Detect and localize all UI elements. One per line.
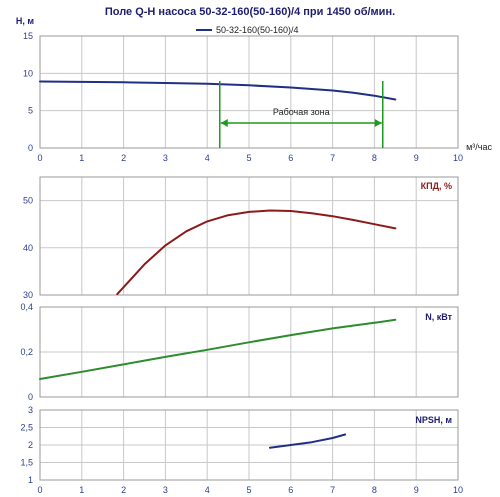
legend-entry-label: 50-32-160(50-160)/4 xyxy=(216,25,299,35)
legend: 50-32-160(50-160)/4 xyxy=(196,25,299,35)
x-tick-label: 5 xyxy=(246,153,251,163)
x-tick-label: 7 xyxy=(330,485,335,495)
x-tick-label: 6 xyxy=(288,153,293,163)
y-tick-label: 15 xyxy=(23,31,33,41)
y-tick-label: 3 xyxy=(28,405,33,415)
y-tick-label: 1,5 xyxy=(20,458,33,468)
x-tick-label: 5 xyxy=(246,485,251,495)
x-tick-label: 1 xyxy=(79,153,84,163)
x-tick-label: 8 xyxy=(372,485,377,495)
series-line-power xyxy=(39,318,397,380)
y-tick-label: 10 xyxy=(23,68,33,78)
x-tick-label: 0 xyxy=(37,153,42,163)
plot-frame xyxy=(39,35,459,149)
y-tick-label: 2 xyxy=(28,440,33,450)
x-tick-label: 8 xyxy=(372,153,377,163)
y-axis-label: NPSH, м xyxy=(415,415,452,425)
panel-power: 0 0,2 0,4 N, кВт xyxy=(20,302,459,402)
x-tick-label: 3 xyxy=(163,485,168,495)
x-tick-label: 4 xyxy=(205,153,210,163)
chart-title: Поле Q-H насоса 50-32-160(50-160)/4 при … xyxy=(105,6,395,18)
y-tick-label: 0,4 xyxy=(20,302,33,312)
x-tick-label: 9 xyxy=(414,485,419,495)
x-tick-label: 2 xyxy=(121,485,126,495)
y-axis-label: N, кВт xyxy=(425,312,452,322)
working-zone: Рабочая зона xyxy=(218,81,384,148)
working-zone-arrowhead-right xyxy=(374,119,382,127)
x-tick-label: 4 xyxy=(205,485,210,495)
x-tick-label: 1 xyxy=(79,485,84,495)
y-tick-label: 1 xyxy=(28,475,33,485)
panel-efficiency: 30 40 50 КПД, % xyxy=(23,176,459,300)
x-tick-label: 10 xyxy=(453,153,463,163)
x-tick-label: 3 xyxy=(163,153,168,163)
plot-frame xyxy=(39,306,459,398)
x-tick-label: 7 xyxy=(330,153,335,163)
x-tick-label: 0 xyxy=(37,485,42,495)
plot-frame xyxy=(39,409,459,481)
x-axis-unit-label: м³/час xyxy=(466,142,492,152)
x-tick-label: 9 xyxy=(414,153,419,163)
x-tick-label: 6 xyxy=(288,485,293,495)
x-tick-label: 2 xyxy=(121,153,126,163)
working-zone-label: Рабочая зона xyxy=(273,107,330,117)
y-axis-label: H, м xyxy=(16,16,35,26)
y-tick-label: 2,5 xyxy=(20,423,33,433)
series-line-h xyxy=(39,80,397,101)
series-line-efficiency xyxy=(116,209,397,296)
x-tick-label: 10 xyxy=(453,485,463,495)
y-tick-label: 0 xyxy=(28,392,33,402)
working-zone-arrowhead-left xyxy=(220,119,228,127)
y-tick-label: 50 xyxy=(23,196,33,206)
y-axis-label: КПД, % xyxy=(421,181,452,191)
y-tick-label: 30 xyxy=(23,290,33,300)
y-tick-label: 0 xyxy=(28,143,33,153)
plot-frame xyxy=(39,176,459,296)
panel-h: 0 5 10 15 0 1 2 3 4 5 6 7 8 9 10 H, м Рабочая зона м³/час xyxy=(16,16,493,163)
series-line-npsh xyxy=(268,433,347,449)
y-tick-label: 5 xyxy=(28,106,33,116)
y-tick-label: 40 xyxy=(23,243,33,253)
y-tick-label: 0,2 xyxy=(20,347,33,357)
